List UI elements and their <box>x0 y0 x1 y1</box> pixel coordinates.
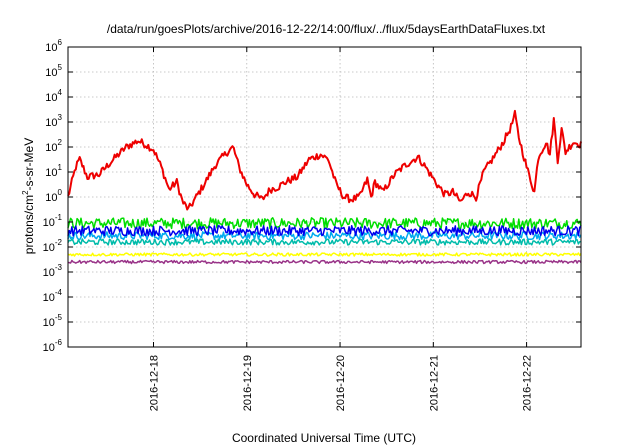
x-tick-label: 2016-12-18 <box>149 355 161 411</box>
y-tick-label: 10-2 <box>43 238 63 254</box>
x-tick-label: 2016-12-20 <box>335 355 347 411</box>
y-tick-label: 103 <box>45 113 62 129</box>
y-tick-label: 10-4 <box>43 288 63 304</box>
y-tick-labels: 10-6 10-5 10-4 10-3 10-2 10-1 100 101 102 103 104 1… <box>43 38 63 354</box>
y-axis-title-sup: 2 <box>21 190 30 195</box>
series-line <box>67 252 582 257</box>
y-tick-label: 106 <box>45 38 62 54</box>
y-tick-label: 104 <box>45 88 62 104</box>
chart-title: /data/run/goesPlots/archive/2016-12-22/1… <box>107 22 546 36</box>
ticks <box>68 46 581 348</box>
y-tick-label: 100 <box>45 188 62 204</box>
x-axis-title: Coordinated Universal Time (UTC) <box>232 431 416 445</box>
series-layer <box>67 109 582 265</box>
x-tick-label: 2016-12-19 <box>242 355 254 411</box>
y-tick-label: 10-5 <box>43 313 63 329</box>
series-line <box>67 238 582 246</box>
y-axis-title: protons/cm2-s-sr-MeV <box>21 138 36 254</box>
series-line <box>67 259 582 265</box>
y-tick-label: 105 <box>45 63 62 79</box>
series-line <box>67 225 582 237</box>
x-tick-label: 2016-12-22 <box>522 355 534 411</box>
y-tick-label: 10-3 <box>43 263 63 279</box>
y-tick-label: 101 <box>45 163 62 179</box>
series-line <box>67 109 582 211</box>
x-tick-label: 2016-12-21 <box>428 355 440 411</box>
y-axis-title-post: -s-sr-MeV <box>22 138 36 191</box>
y-tick-label: 10-6 <box>43 338 63 354</box>
y-axis-title-pre: protons/cm <box>22 195 36 254</box>
x-tick-labels: 2016-12-18 2016-12-19 2016-12-20 2016-12-21… <box>149 355 534 411</box>
y-tick-label: 102 <box>45 138 62 154</box>
y-tick-label: 10-1 <box>43 213 63 229</box>
grid <box>68 47 581 347</box>
